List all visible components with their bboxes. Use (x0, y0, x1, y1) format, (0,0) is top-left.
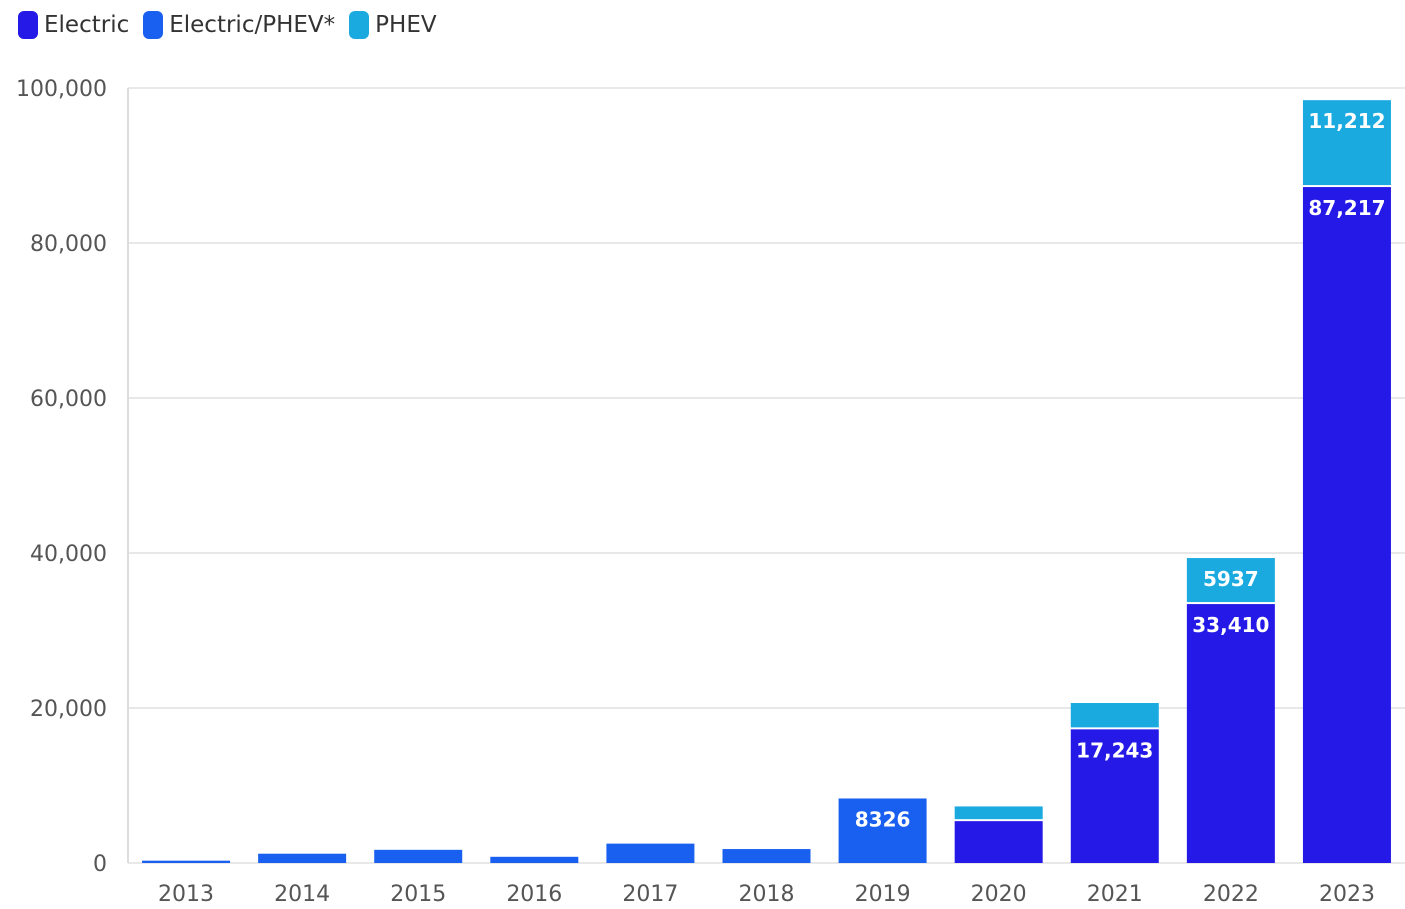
chart-legend: Electric Electric/PHEV* PHEV (18, 8, 437, 42)
bar-phev-2020[interactable] (954, 806, 1043, 820)
data-label: 11,212 (1308, 109, 1385, 133)
bar-electric-2023[interactable] (1302, 187, 1391, 864)
y-tick-label: 80,000 (30, 232, 107, 257)
legend-label-electric: Electric (44, 12, 130, 38)
bar-electric-2022[interactable] (1186, 604, 1275, 863)
legend-item-phev[interactable]: PHEV (349, 11, 437, 39)
legend-item-electric-phev[interactable]: Electric/PHEV* (143, 11, 335, 39)
x-tick-label: 2016 (506, 882, 562, 907)
x-tick-label: 2022 (1203, 882, 1259, 907)
legend-item-electric[interactable]: Electric (18, 11, 129, 39)
x-tick-label: 2018 (739, 882, 795, 907)
bar-electric-phev--2019[interactable] (838, 798, 927, 863)
bar-electric-phev--2015[interactable] (374, 849, 463, 863)
legend-swatch-phev (349, 11, 370, 39)
x-tick-label: 2020 (971, 882, 1027, 907)
bar-phev-2022[interactable] (1186, 558, 1275, 603)
bar-electric-phev--2018[interactable] (722, 849, 811, 863)
y-tick-label: 60,000 (30, 387, 107, 412)
bar-phev-2023[interactable] (1302, 100, 1391, 186)
data-label: 33,410 (1192, 613, 1269, 637)
bar-electric-phev--2017[interactable] (606, 843, 695, 863)
x-tick-label: 2014 (274, 882, 330, 907)
x-tick-label: 2023 (1319, 882, 1375, 907)
data-label: 8326 (855, 807, 911, 831)
bar-electric-2020[interactable] (954, 821, 1043, 863)
x-tick-label: 2019 (855, 882, 911, 907)
bar-electric-phev--2016[interactable] (490, 856, 579, 863)
data-label: 17,243 (1076, 738, 1153, 762)
x-tick-label: 2021 (1087, 882, 1143, 907)
legend-swatch-electric (18, 11, 38, 39)
bar-electric-phev--2013[interactable] (142, 860, 231, 863)
bar-electric-2021[interactable] (1070, 729, 1159, 863)
x-tick-label: 2015 (390, 882, 446, 907)
legend-swatch-electric-phev (143, 11, 164, 39)
data-label: 5937 (1203, 567, 1259, 591)
x-tick-label: 2013 (158, 882, 214, 907)
bar-electric-phev--2014[interactable] (258, 853, 347, 863)
legend-label-electric-phev: Electric/PHEV* (169, 12, 336, 38)
y-tick-label: 20,000 (30, 697, 107, 722)
y-tick-label: 0 (93, 852, 107, 877)
legend-label-phev: PHEV (375, 12, 437, 38)
data-label: 87,217 (1308, 196, 1385, 220)
x-tick-label: 2017 (622, 882, 678, 907)
bar-phev-2021[interactable] (1070, 703, 1159, 728)
y-tick-label: 100,000 (16, 77, 107, 102)
y-tick-label: 40,000 (30, 542, 107, 567)
